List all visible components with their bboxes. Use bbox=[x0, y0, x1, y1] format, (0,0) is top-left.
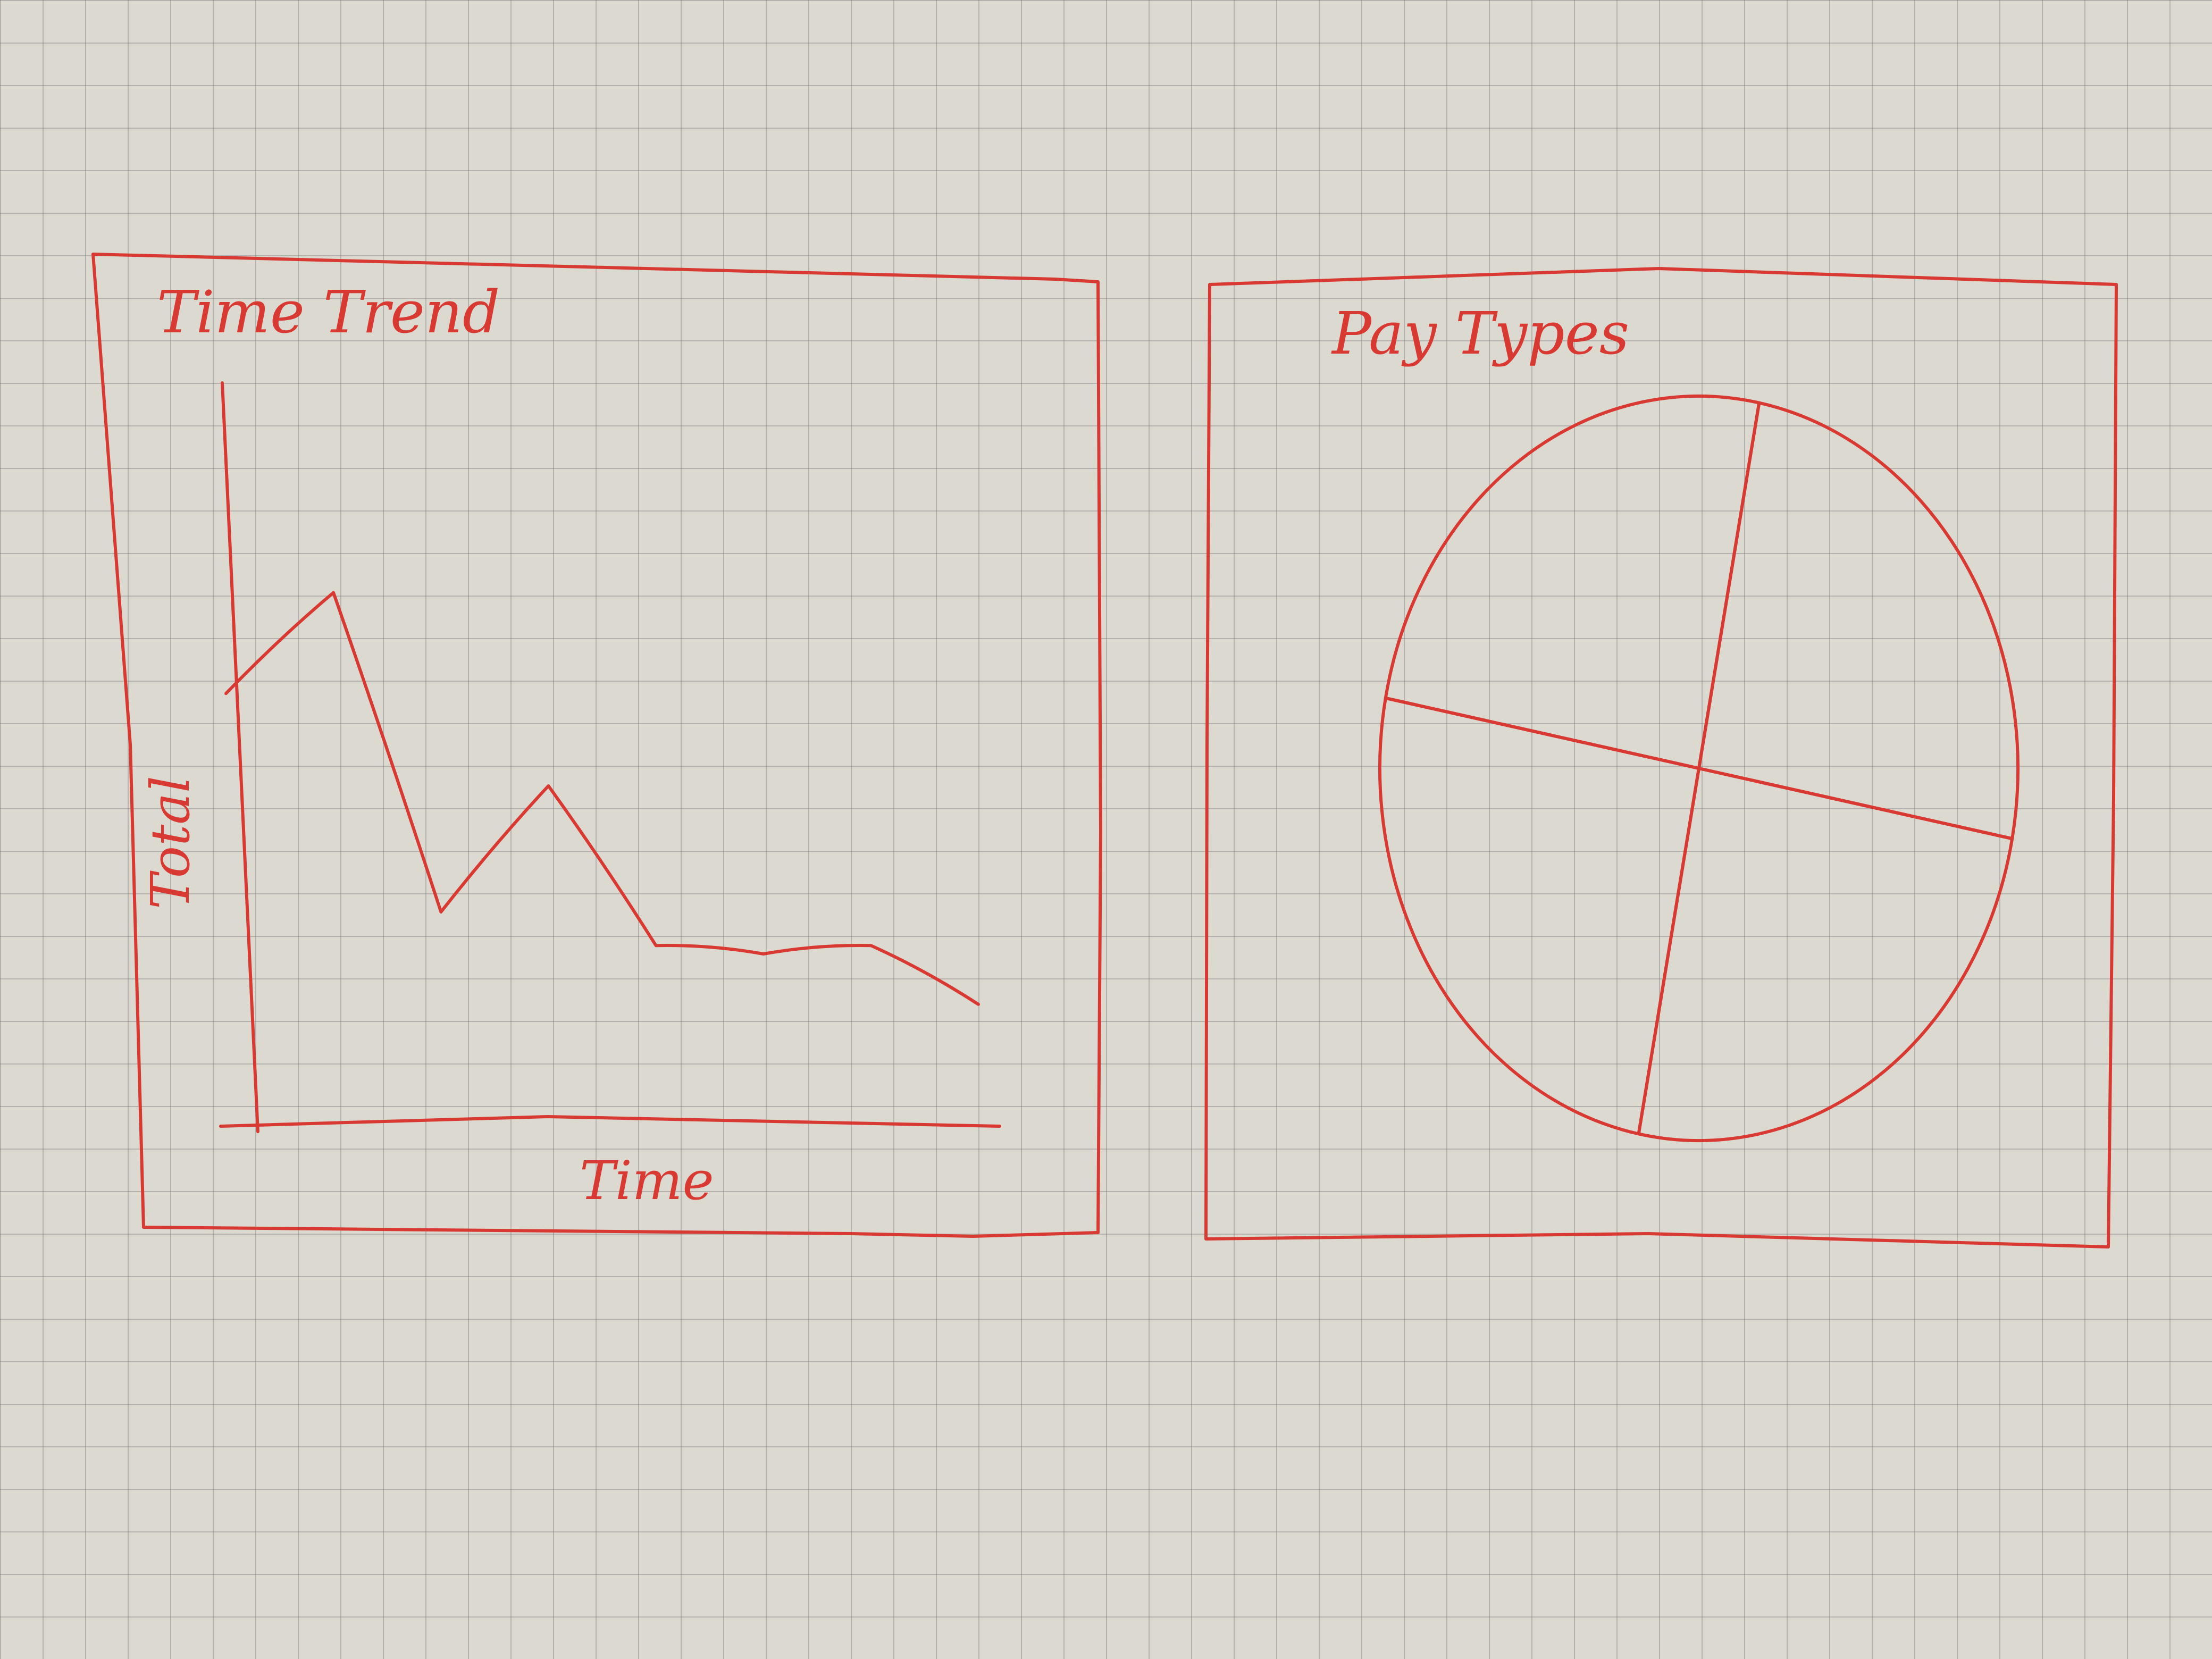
pie-slice-1 bbox=[1637, 767, 2014, 1142]
time-trend-title: Time Trend bbox=[157, 278, 500, 346]
pay-types-panel: Pay Types bbox=[1204, 267, 2118, 1249]
x-axis-label: Time bbox=[580, 1150, 714, 1212]
pie-slice-0 bbox=[1697, 401, 2020, 841]
y-axis-label: Total bbox=[139, 776, 202, 909]
time-trend-panel: Time Trend Total Time bbox=[91, 253, 1102, 1238]
x-axis-line bbox=[219, 1115, 1001, 1128]
pay-types-frame bbox=[1204, 267, 2118, 1249]
pay-types-title: Pay Types bbox=[1331, 299, 1629, 367]
pie-chart bbox=[1378, 395, 2020, 1142]
series-line bbox=[224, 591, 980, 1006]
pie-slice-2 bbox=[1378, 696, 1700, 1136]
y-axis-line bbox=[221, 381, 259, 1133]
time-trend-frame bbox=[91, 253, 1102, 1238]
pie-slice-3 bbox=[1384, 395, 1761, 770]
line-series bbox=[224, 591, 980, 1006]
